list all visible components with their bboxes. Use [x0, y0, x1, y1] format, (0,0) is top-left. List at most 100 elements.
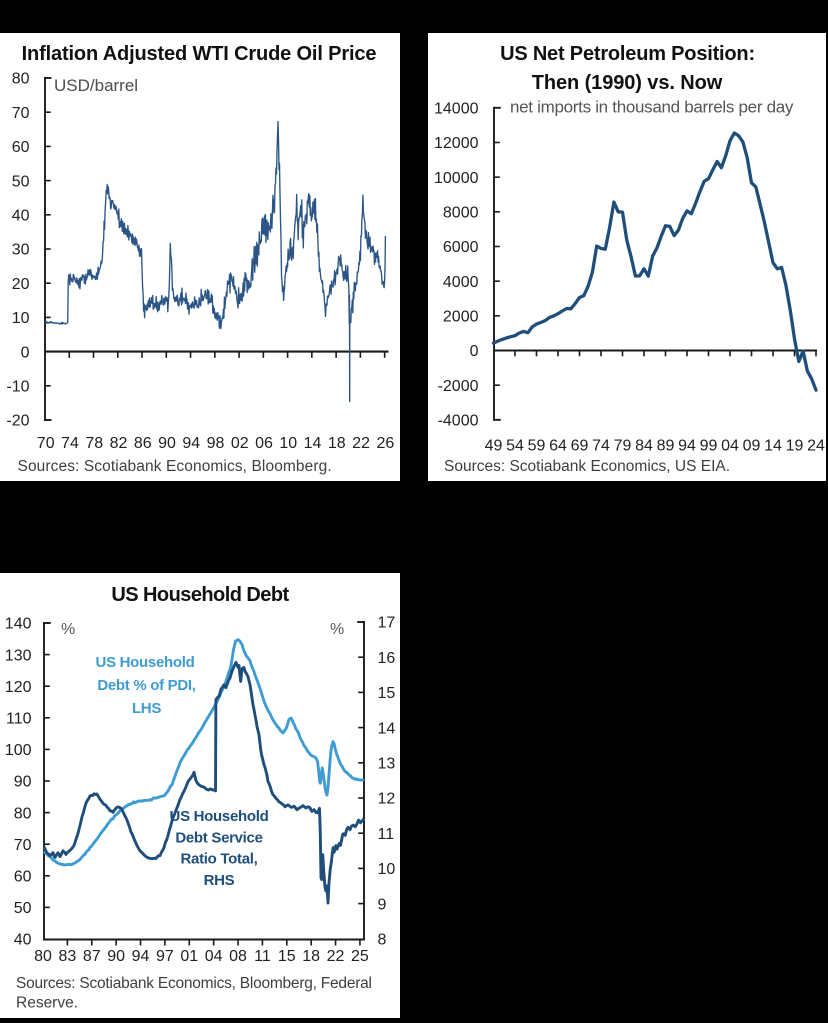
svg-text:4000: 4000 [443, 274, 479, 291]
svg-text:net imports in thousand barrel: net imports in thousand barrels per day [510, 98, 794, 117]
svg-text:USD/barrel: USD/barrel [54, 76, 138, 95]
svg-text:15: 15 [378, 685, 396, 702]
svg-text:24: 24 [807, 438, 825, 455]
svg-text:90: 90 [158, 435, 176, 452]
svg-text:20: 20 [12, 276, 30, 293]
svg-text:140: 140 [5, 616, 32, 633]
svg-text:94: 94 [182, 435, 200, 452]
svg-text:70: 70 [14, 837, 32, 854]
svg-text:12: 12 [378, 791, 396, 808]
svg-text:80: 80 [12, 71, 30, 88]
svg-text:0: 0 [21, 344, 30, 361]
svg-text:86: 86 [134, 435, 152, 452]
svg-text:0: 0 [470, 343, 479, 360]
svg-text:83: 83 [58, 948, 76, 965]
svg-text:50: 50 [14, 900, 32, 917]
svg-text:80: 80 [34, 948, 52, 965]
svg-text:LHS: LHS [132, 700, 161, 717]
svg-text:09: 09 [743, 438, 761, 455]
svg-text:100: 100 [5, 742, 32, 759]
svg-text:14: 14 [764, 438, 782, 455]
svg-text:110: 110 [6, 711, 32, 728]
svg-text:04: 04 [205, 948, 223, 965]
svg-text:Inflation Adjusted WTI Crude O: Inflation Adjusted WTI Crude Oil Price [22, 43, 377, 65]
svg-text:9: 9 [378, 896, 387, 913]
svg-text:10: 10 [378, 861, 396, 878]
svg-text:99: 99 [700, 438, 718, 455]
svg-text:78: 78 [85, 435, 103, 452]
svg-text:16: 16 [378, 650, 396, 667]
svg-text:18: 18 [328, 435, 346, 452]
svg-text:130: 130 [5, 647, 32, 664]
svg-text:Reserve.: Reserve. [16, 995, 78, 1012]
svg-text:12000: 12000 [434, 135, 479, 152]
svg-text:40: 40 [12, 208, 30, 225]
svg-text:15: 15 [278, 948, 296, 965]
svg-text:94: 94 [678, 438, 696, 455]
svg-text:10: 10 [12, 310, 30, 327]
svg-text:Debt Service: Debt Service [175, 829, 262, 846]
svg-text:Then (1990) vs. Now: Then (1990) vs. Now [532, 72, 723, 94]
svg-text:US Household Debt: US Household Debt [111, 584, 289, 606]
svg-text:98: 98 [207, 435, 225, 452]
svg-text:Sources: Scotiabank Economics,: Sources: Scotiabank Economics, US EIA. [444, 458, 730, 475]
svg-text:14: 14 [378, 720, 396, 737]
svg-text:%: % [61, 621, 75, 638]
svg-text:74: 74 [61, 435, 79, 452]
svg-text:14000: 14000 [434, 101, 479, 118]
svg-text:70: 70 [12, 105, 30, 122]
svg-text:Debt % of PDI,: Debt % of PDI, [97, 677, 195, 694]
svg-text:17: 17 [378, 615, 396, 632]
svg-text:80: 80 [14, 805, 32, 822]
svg-text:22: 22 [327, 948, 345, 965]
svg-text:60: 60 [12, 139, 30, 156]
svg-text:2000: 2000 [443, 309, 479, 326]
svg-text:30: 30 [12, 242, 30, 259]
svg-text:40: 40 [14, 932, 32, 949]
svg-text:6000: 6000 [443, 239, 479, 256]
svg-text:64: 64 [549, 438, 567, 455]
svg-text:US Household: US Household [96, 654, 195, 671]
svg-text:13: 13 [378, 756, 396, 773]
svg-text:US Net Petroleum Position:: US Net Petroleum Position: [500, 43, 755, 65]
svg-text:22: 22 [352, 435, 370, 452]
svg-text:-20: -20 [6, 413, 29, 430]
svg-text:94: 94 [132, 948, 150, 965]
svg-text:60: 60 [14, 869, 32, 886]
svg-text:82: 82 [110, 435, 128, 452]
svg-text:Sources: Scotiabank Economics,: Sources: Scotiabank Economics, Bloomberg… [16, 975, 372, 992]
svg-text:8: 8 [378, 932, 387, 949]
svg-text:10: 10 [279, 435, 297, 452]
svg-text:18: 18 [302, 948, 320, 965]
svg-text:70: 70 [37, 435, 55, 452]
svg-text:87: 87 [83, 948, 101, 965]
svg-text:26: 26 [376, 435, 394, 452]
svg-text:79: 79 [614, 438, 632, 455]
svg-text:49: 49 [485, 438, 503, 455]
svg-text:69: 69 [571, 438, 589, 455]
svg-text:54: 54 [506, 438, 524, 455]
svg-text:89: 89 [657, 438, 675, 455]
svg-text:06: 06 [255, 435, 273, 452]
svg-text:90: 90 [14, 774, 32, 791]
svg-text:Sources: Scotiabank Economics,: Sources: Scotiabank Economics, Bloomberg… [18, 458, 332, 475]
svg-text:97: 97 [156, 948, 174, 965]
svg-text:120: 120 [5, 679, 32, 696]
svg-text:84: 84 [635, 438, 653, 455]
svg-text:10000: 10000 [434, 170, 479, 187]
svg-text:8000: 8000 [443, 205, 479, 222]
svg-text:01: 01 [180, 948, 198, 965]
svg-text:59: 59 [528, 438, 546, 455]
svg-text:US Household: US Household [170, 808, 269, 825]
svg-text:50: 50 [12, 173, 30, 190]
svg-text:08: 08 [229, 948, 247, 965]
svg-text:74: 74 [592, 438, 610, 455]
svg-text:25: 25 [351, 948, 369, 965]
svg-text:%: % [330, 621, 344, 638]
svg-text:04: 04 [721, 438, 739, 455]
svg-text:-4000: -4000 [438, 413, 479, 430]
svg-text:Ratio Total,: Ratio Total, [181, 851, 258, 868]
svg-text:11: 11 [254, 948, 271, 965]
svg-text:-2000: -2000 [438, 378, 479, 395]
svg-text:02: 02 [231, 435, 249, 452]
